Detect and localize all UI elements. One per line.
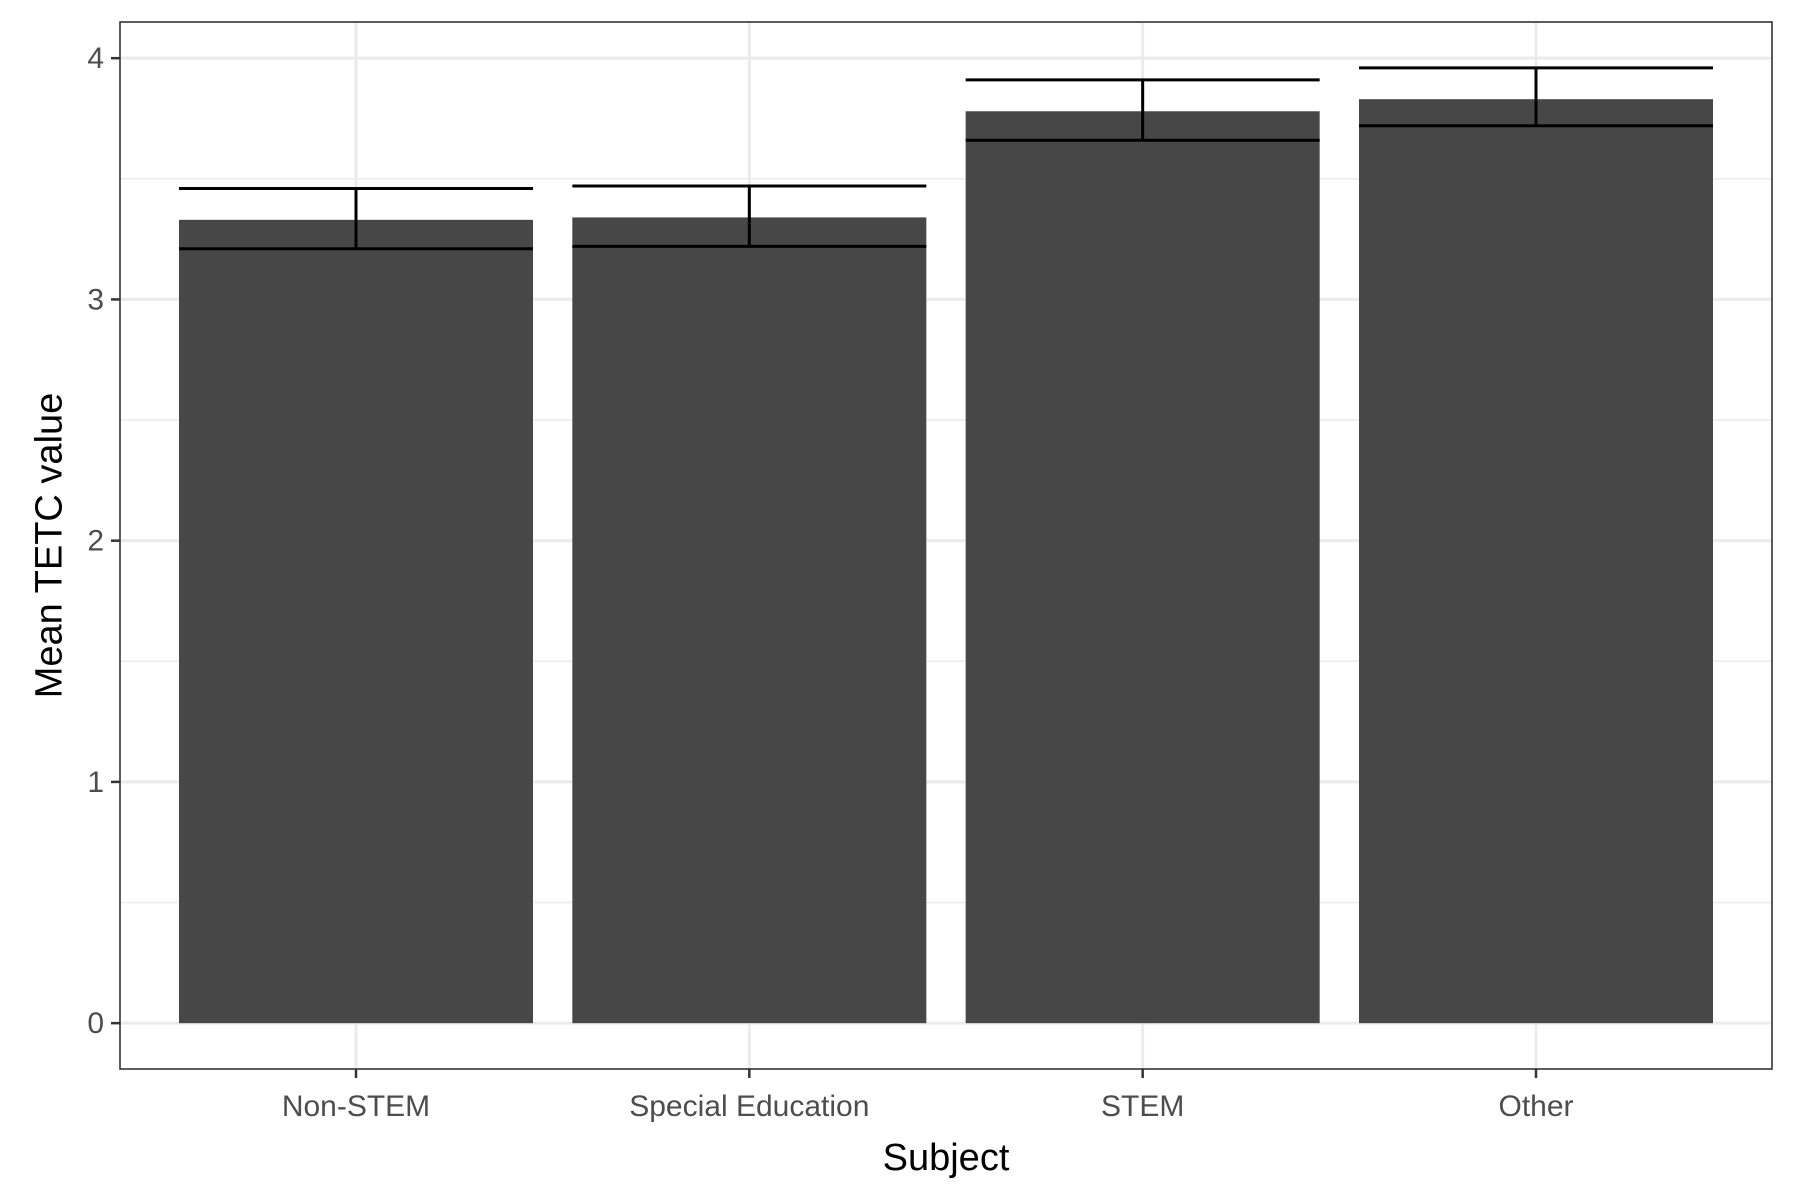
x-tick-label: Special Education — [629, 1090, 869, 1123]
bar — [572, 217, 927, 1024]
y-tick-label: 3 — [87, 283, 104, 316]
x-axis-title: Subject — [883, 1137, 1010, 1179]
y-tick-label: 2 — [87, 525, 104, 558]
bars — [179, 99, 1713, 1024]
errorbar — [179, 186, 533, 251]
x-axis: Non-STEM Special Education STEM Other — [282, 1069, 1574, 1123]
errorbar — [965, 78, 1320, 142]
x-tick-label: Non-STEM — [282, 1090, 430, 1123]
x-tick-label: STEM — [1101, 1090, 1184, 1123]
y-tick-label: 4 — [87, 42, 104, 75]
errorbar — [1359, 66, 1713, 128]
y-tick-label: 1 — [87, 766, 104, 799]
y-axis: 0 1 2 3 4 — [87, 42, 120, 1040]
y-axis-title: Mean TETC value — [28, 393, 70, 699]
bar — [1359, 99, 1713, 1024]
y-tick-label: 0 — [87, 1007, 104, 1040]
bar — [179, 219, 533, 1024]
errorbar — [572, 184, 927, 248]
bar — [965, 111, 1320, 1024]
error-bars — [179, 66, 1713, 251]
x-tick-label: Other — [1498, 1090, 1573, 1123]
panel-border — [119, 21, 1773, 1070]
